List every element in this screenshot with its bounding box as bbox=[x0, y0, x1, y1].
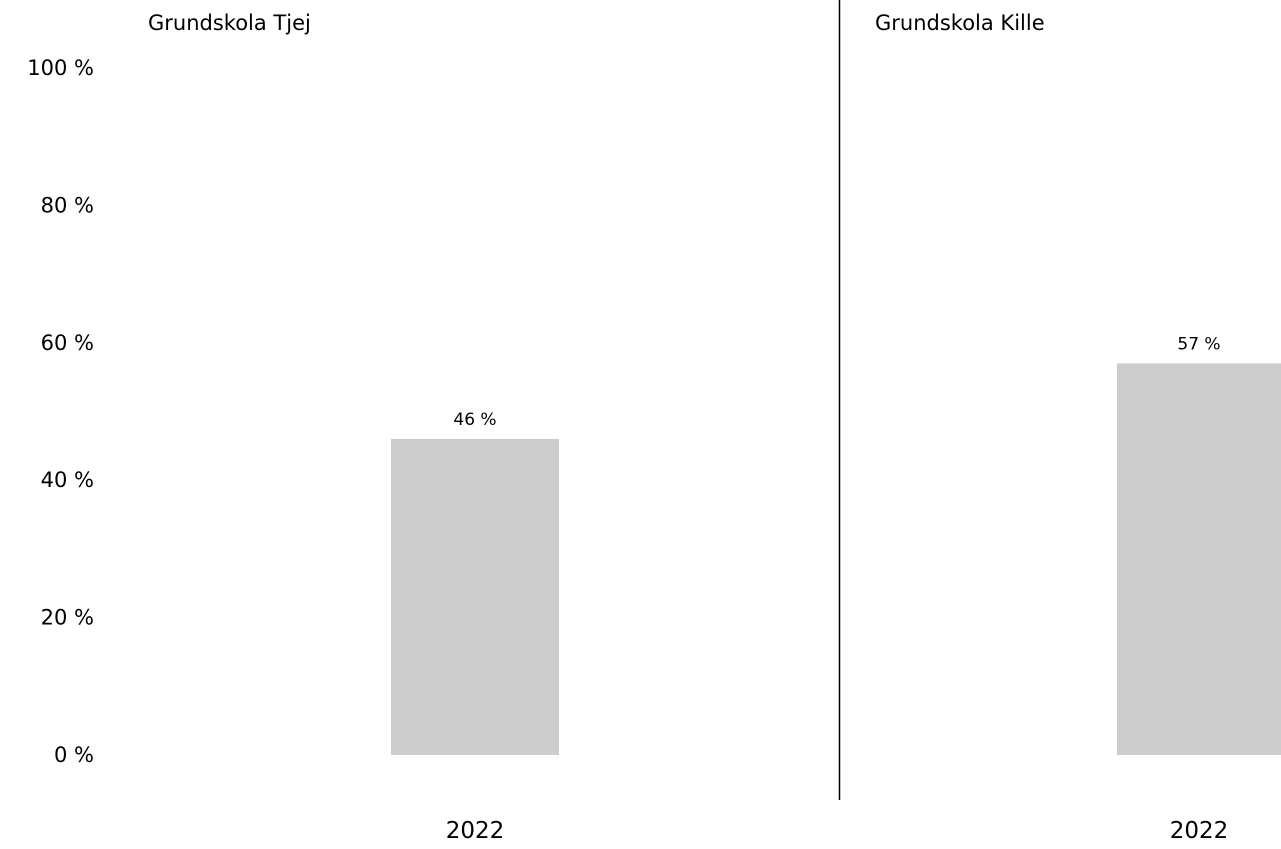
bar-2022 bbox=[391, 438, 559, 755]
y-tick-label: 0 % bbox=[54, 743, 94, 767]
panel-title: Grundskola Tjej bbox=[148, 11, 311, 35]
bar-value-label: 46 % bbox=[453, 410, 496, 430]
y-tick-label: 80 % bbox=[41, 193, 94, 217]
y-tick-label: 20 % bbox=[41, 606, 94, 630]
panel-title: Grundskola Kille bbox=[875, 11, 1045, 35]
bar-2022 bbox=[1117, 363, 1281, 755]
y-axis: 0 % 20 % 40 % 60 % 80 % 100 % bbox=[27, 56, 94, 767]
panel-grundskola-tjej: Grundskola Tjej 46 % 2022 bbox=[148, 11, 559, 844]
y-tick-label: 60 % bbox=[41, 331, 94, 355]
x-tick-label: 2022 bbox=[1170, 818, 1229, 844]
y-tick-label: 40 % bbox=[41, 468, 94, 492]
x-tick-label: 2022 bbox=[446, 818, 505, 844]
y-tick-label: 100 % bbox=[27, 56, 94, 80]
bar-value-label: 57 % bbox=[1177, 334, 1220, 354]
panel-grundskola-kille: Grundskola Kille 57 % 2022 bbox=[875, 11, 1281, 844]
